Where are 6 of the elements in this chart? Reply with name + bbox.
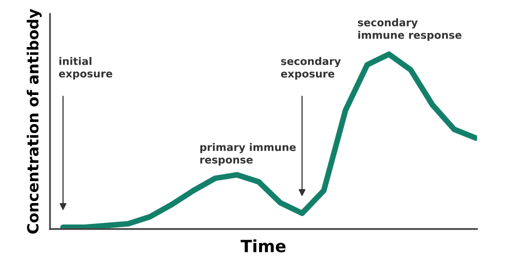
annotation: initial exposure <box>58 57 112 80</box>
annotation: primary immune response <box>200 143 296 166</box>
annotation: secondary exposure <box>281 57 341 80</box>
y-axis-title: Concentration of antibody <box>26 8 42 234</box>
text: secondary immune response <box>358 18 462 41</box>
x-axis-title: Time <box>240 239 286 252</box>
